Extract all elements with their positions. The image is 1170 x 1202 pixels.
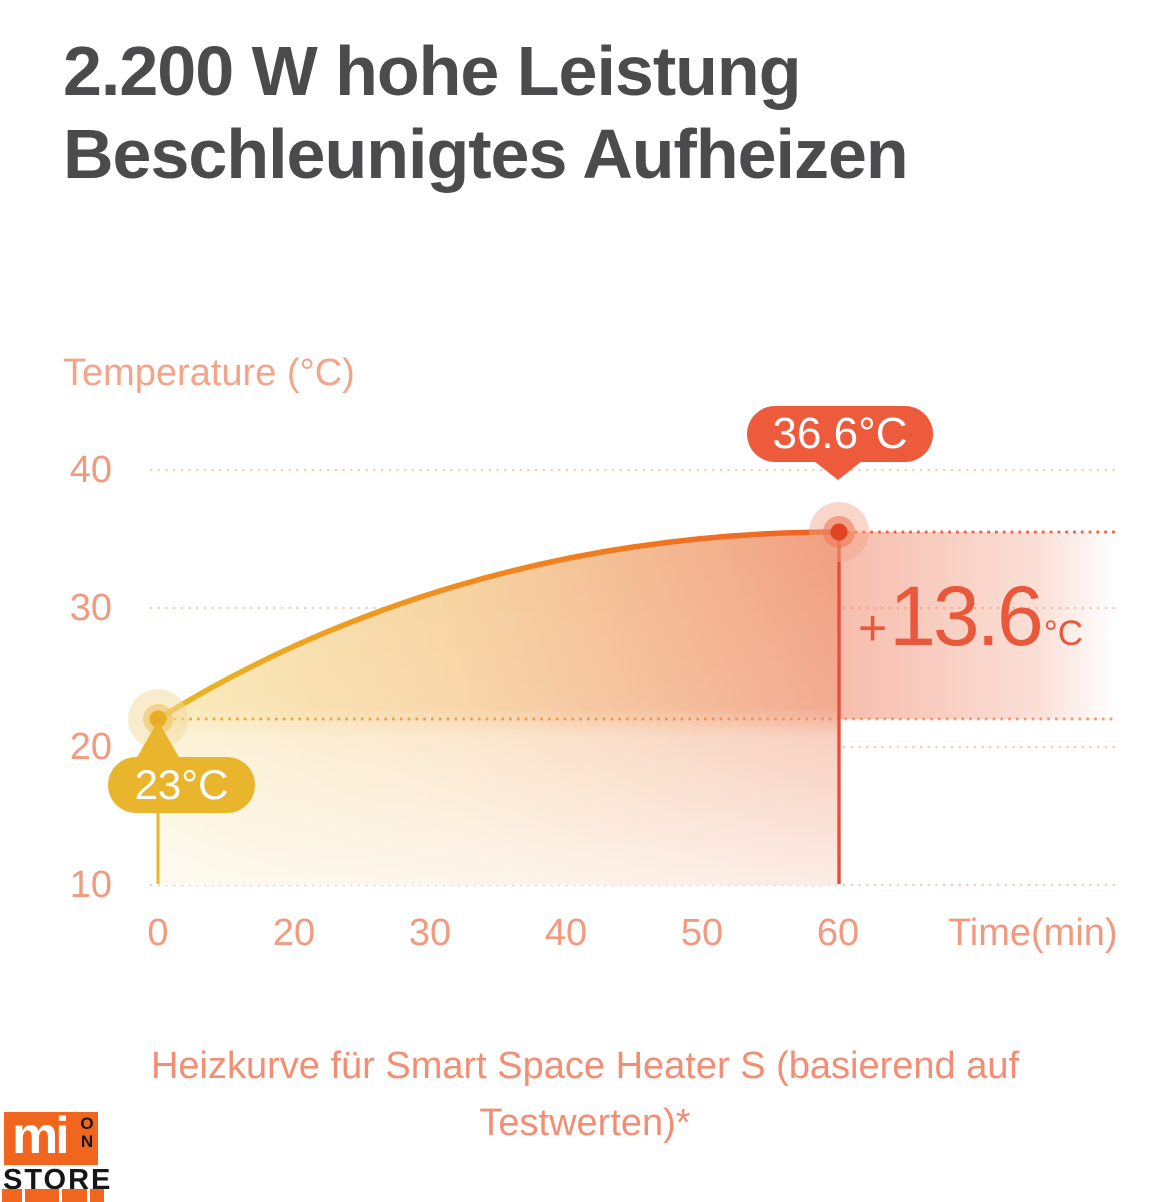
start-temperature-badge: 23°C [108, 721, 255, 813]
start-temperature-badge-label: 23°C [134, 761, 229, 808]
x-tick-60: 60 [816, 912, 860, 954]
end-temperature-badge: 36.6°C [747, 406, 933, 480]
logo-strip-chip [62, 1189, 87, 1202]
logo-strip-chip [25, 1189, 59, 1202]
logo-on-text: O N [78, 1115, 96, 1151]
x-tick-40: 40 [544, 912, 588, 954]
page-title-line1: 2.200 W hohe Leistung [63, 32, 801, 110]
delta-value: 13.6 [889, 569, 1043, 663]
badge-tail-down-icon [814, 461, 862, 480]
y-tick-20: 20 [69, 726, 112, 768]
badge-tail-up-icon [136, 721, 180, 759]
end-point [830, 523, 848, 541]
y-tick-10: 10 [69, 864, 112, 906]
logo-strip-chip [2, 1189, 22, 1202]
logo-on-letter-o: O [80, 1114, 94, 1133]
curve-area-fade [158, 532, 839, 885]
mi-logo-square: mi O N [4, 1107, 98, 1165]
delta-unit: °C [1043, 614, 1083, 653]
x-tick-0: 0 [147, 912, 169, 954]
page-title-line2: Beschleunigtes Aufheizen [63, 115, 909, 193]
logo-on-letter-n: N [80, 1132, 94, 1151]
x-tick-50: 50 [680, 912, 724, 954]
mi-store-logo: mi O N STORE [2, 1107, 110, 1202]
mi-logo-glyph: mi [12, 1107, 70, 1165]
y-axis-label: Temperature (°C) [63, 352, 355, 394]
y-tick-40: 40 [69, 449, 112, 491]
delta-band [839, 532, 1115, 719]
page-title: 2.200 W hohe Leistung Beschleunigtes Auf… [63, 30, 909, 196]
temperature-delta-label: + 13.6 °C [858, 574, 1083, 658]
logo-strip-chip [90, 1189, 104, 1202]
logo-caption-strip [2, 1189, 104, 1202]
chart-caption: Heizkurve für Smart Space Heater S (basi… [150, 1045, 1020, 1144]
x-axis-label: Time(min) [948, 912, 1118, 954]
x-tick-20: 20 [272, 912, 316, 954]
end-temperature-badge-label: 36.6°C [772, 409, 908, 458]
x-tick-30: 30 [408, 912, 452, 954]
delta-plus-sign: + [858, 600, 888, 656]
y-tick-30: 30 [69, 587, 112, 629]
heating-curve [155, 529, 842, 722]
